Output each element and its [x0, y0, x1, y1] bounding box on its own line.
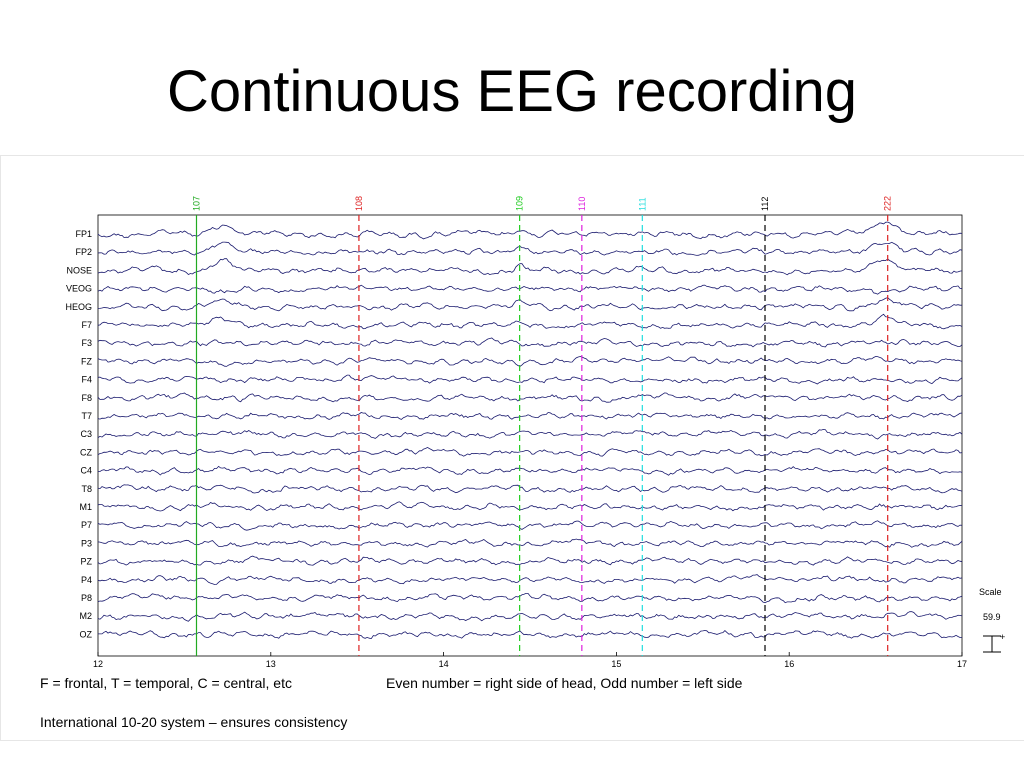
- trace-heog: [97, 297, 962, 312]
- trace-m1: [97, 501, 963, 512]
- trace-p4: [97, 574, 963, 585]
- caption-hemisphere: Even number = right side of head, Odd nu…: [386, 675, 743, 691]
- channel-label-heog: HEOG: [65, 302, 92, 312]
- svg-text:+: +: [1000, 632, 1005, 642]
- event-markers: 107 108 109 110 111 112 222: [191, 196, 893, 656]
- channel-label-cz: CZ: [80, 447, 92, 457]
- channel-label-t7: T7: [81, 411, 92, 421]
- eeg-traces: [97, 221, 963, 640]
- scale-bar-icon: +: [983, 632, 1005, 653]
- channel-label-m2: M2: [79, 611, 92, 621]
- channel-labels: FP1 FP2 NOSE VEOG HEOG F7 F3 FZ F4 F8 T7 C3 CZ C4 T8 M1…: [65, 229, 92, 639]
- channel-label-p3: P3: [81, 538, 92, 548]
- event-label-112: 112: [760, 197, 770, 211]
- trace-cz: [97, 446, 963, 457]
- x-tick-label-14: 14: [439, 659, 449, 669]
- trace-fp1: [97, 221, 963, 240]
- channel-label-m1: M1: [79, 502, 92, 512]
- channel-label-fp1: FP1: [75, 229, 92, 239]
- event-label-110: 110: [577, 197, 587, 211]
- trace-pz: [97, 555, 963, 566]
- trace-f3: [97, 337, 963, 348]
- plot-frame: [97, 214, 963, 657]
- channel-label-f7: F7: [81, 320, 92, 330]
- channel-label-f8: F8: [81, 393, 92, 403]
- trace-t8: [97, 484, 963, 494]
- channel-label-p7: P7: [81, 520, 92, 530]
- panel-border-bottom: [0, 740, 1024, 741]
- channel-label-nose: NOSE: [66, 265, 92, 275]
- trace-f8: [97, 392, 963, 403]
- channel-label-f4: F4: [81, 375, 92, 385]
- channel-label-c4: C4: [80, 466, 92, 476]
- trace-veog: [97, 284, 963, 295]
- event-label-222: 222: [883, 196, 893, 211]
- panel-border-top: [0, 155, 1024, 156]
- trace-fp2: [97, 241, 963, 256]
- channel-label-veog: VEOG: [66, 284, 92, 294]
- channel-label-f3: F3: [81, 338, 92, 348]
- channel-label-fz: FZ: [81, 356, 92, 366]
- channel-label-t8: T8: [81, 484, 92, 494]
- x-tick-label-13: 13: [266, 659, 276, 669]
- channel-label-pz: PZ: [80, 557, 92, 567]
- trace-p8: [97, 593, 963, 604]
- x-tick-label-16: 16: [784, 659, 794, 669]
- caption-system: International 10-20 system – ensures con…: [40, 714, 348, 730]
- event-label-107: 107: [191, 196, 201, 211]
- trace-nose: [97, 258, 963, 276]
- channel-label-fp2: FP2: [75, 247, 92, 257]
- caption-abbreviations: F = frontal, T = temporal, C = central, …: [40, 675, 292, 691]
- scale-value: 59.9: [983, 612, 1001, 622]
- trace-p3: [97, 538, 963, 548]
- trace-p7: [97, 520, 963, 531]
- x-tick-label-17: 17: [957, 659, 967, 669]
- trace-m2: [97, 611, 963, 622]
- channel-label-p4: P4: [81, 575, 92, 585]
- trace-oz: [98, 630, 962, 640]
- channel-label-oz: OZ: [80, 629, 93, 639]
- event-label-111: 111: [637, 197, 647, 211]
- trace-f7: [97, 313, 963, 330]
- x-tick-label-12: 12: [93, 659, 103, 669]
- slide-title: Continuous EEG recording: [167, 59, 857, 124]
- trace-c3: [97, 428, 963, 440]
- channel-label-p8: P8: [81, 593, 92, 603]
- time-axis: 12 13 14 15 16 17: [93, 652, 967, 669]
- channel-label-c3: C3: [80, 429, 92, 439]
- event-label-109: 109: [515, 196, 525, 211]
- panel-border-left: [0, 155, 1, 740]
- trace-fz: [97, 356, 963, 367]
- event-label-108: 108: [354, 196, 364, 211]
- trace-t7: [97, 412, 963, 420]
- scale-label: Scale: [979, 587, 1002, 597]
- trace-c4: [97, 465, 963, 476]
- x-tick-label-15: 15: [611, 659, 621, 669]
- trace-f4: [97, 374, 963, 385]
